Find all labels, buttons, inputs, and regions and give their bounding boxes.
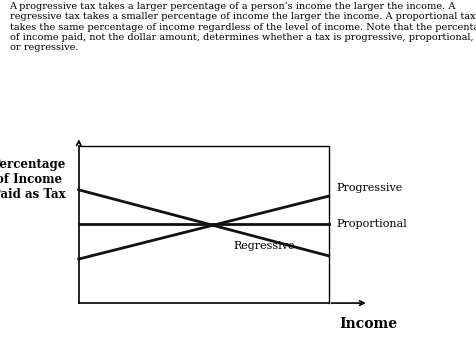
Text: Progressive: Progressive: [336, 183, 402, 193]
Text: Percentage
of Income
Paid as Tax: Percentage of Income Paid as Tax: [0, 158, 66, 201]
Text: Regressive: Regressive: [234, 241, 295, 251]
Text: Income: Income: [339, 317, 398, 331]
Text: Proportional: Proportional: [336, 219, 407, 229]
Text: A progressive tax takes a larger percentage of a person’s income the larger the : A progressive tax takes a larger percent…: [10, 2, 476, 52]
